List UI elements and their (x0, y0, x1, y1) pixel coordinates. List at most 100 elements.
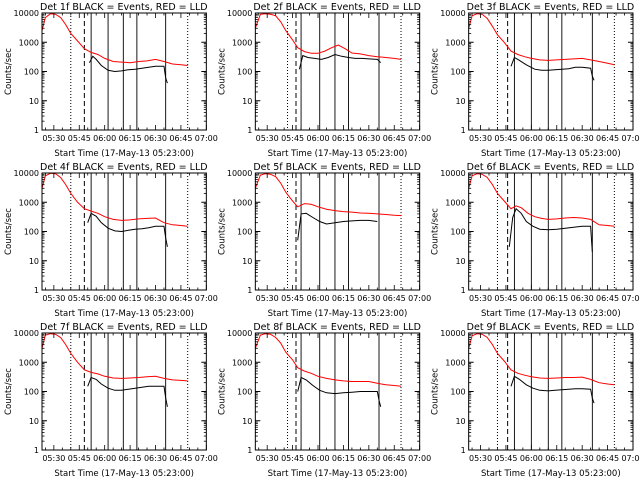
y-axis-title: Counts/sec (431, 368, 441, 415)
chart-panel: Det 7f BLACK = Events, RED = LLD Counts/s… (4, 322, 218, 479)
x-axis-title: Start Time (17-May-13 05:23:00) (268, 469, 408, 479)
x-tick-label: 05:45 (494, 454, 517, 463)
plot-area (255, 333, 402, 450)
plot-area (42, 173, 189, 290)
x-tick-label: 06:00 (93, 134, 116, 143)
y-tick-label: 100 (237, 388, 252, 397)
y-tick-label: 10000 (14, 329, 39, 338)
plot-area (255, 173, 402, 290)
series-line-lld (255, 333, 402, 387)
x-tick-label: 06:15 (332, 454, 355, 463)
x-tick-label: 05:45 (494, 134, 517, 143)
x-tick-label: 06:15 (119, 134, 142, 143)
y-axis-title: Counts/sec (217, 368, 227, 415)
series-line-lld (468, 173, 615, 227)
series-line-events (87, 212, 168, 247)
x-tick-label: 07:00 (621, 454, 640, 463)
y-tick-label: 1000 (19, 358, 39, 367)
chart-panel: Det 9f BLACK = Events, RED = LLD Counts/s… (431, 322, 640, 479)
y-tick-label: 1 (247, 286, 252, 295)
x-tick-label: 07:00 (408, 294, 431, 303)
x-tick-label: 06:00 (306, 294, 329, 303)
y-axis-title: Counts/sec (431, 48, 441, 95)
plot-area (468, 173, 615, 290)
panel-title: Det 8f BLACK = Events, RED = LLD (253, 322, 421, 333)
x-tick-label: 06:00 (520, 454, 543, 463)
x-tick-label: 05:30 (469, 294, 492, 303)
x-tick-label: 06:15 (545, 454, 568, 463)
y-tick-label: 1 (461, 126, 466, 135)
y-tick-label: 10000 (440, 329, 465, 338)
chart-panel: Det 3f BLACK = Events, RED = LLD Counts/s… (431, 2, 640, 159)
y-tick-label: 10 (455, 257, 465, 266)
series-line-lld (468, 13, 615, 66)
y-tick-label: 1000 (445, 198, 465, 207)
x-tick-label: 06:30 (571, 134, 594, 143)
series-line-events (297, 376, 382, 407)
series-line-lld (42, 333, 188, 382)
plot-frame (468, 172, 634, 291)
panel-title: Det 7f BLACK = Events, RED = LLD (40, 322, 208, 333)
x-tick-label: 07:00 (408, 134, 431, 143)
y-tick-label: 1 (461, 446, 466, 455)
x-tick-label: 06:15 (545, 134, 568, 143)
x-tick-label: 05:30 (469, 454, 492, 463)
series-line-lld (468, 333, 615, 386)
x-tick-label: 06:30 (357, 294, 380, 303)
x-tick-label: 05:45 (68, 454, 91, 463)
series-line-lld (255, 13, 402, 60)
x-tick-label: 05:30 (256, 294, 279, 303)
y-tick-label: 10 (29, 417, 39, 426)
x-tick-label: 06:30 (357, 454, 380, 463)
y-tick-label: 10 (455, 417, 465, 426)
plot-area (468, 13, 615, 130)
x-tick-label: 07:00 (621, 294, 640, 303)
plot-area (42, 333, 189, 450)
y-tick-label: 10 (29, 97, 39, 106)
plot-area (255, 13, 402, 130)
y-tick-label: 1000 (232, 358, 252, 367)
y-tick-label: 100 (450, 388, 465, 397)
x-tick-label: 06:00 (93, 454, 116, 463)
panel-title: Det 1f BLACK = Events, RED = LLD (40, 2, 208, 13)
y-tick-label: 1 (461, 286, 466, 295)
chart-panel: Det 2f BLACK = Events, RED = LLD Counts/s… (217, 2, 431, 159)
x-tick-label: 07:00 (621, 134, 640, 143)
x-tick-label: 06:15 (332, 294, 355, 303)
series-line-events (88, 55, 168, 84)
y-tick-label: 10000 (227, 169, 252, 178)
y-tick-label: 10000 (440, 9, 465, 18)
series-line-events (87, 376, 168, 407)
y-axis-title: Counts/sec (4, 48, 14, 95)
series-line-events (510, 56, 595, 81)
x-tick-label: 05:45 (68, 134, 91, 143)
x-tick-label: 05:30 (256, 134, 279, 143)
x-tick-label: 05:30 (469, 134, 492, 143)
y-tick-label: 10 (455, 97, 465, 106)
x-axis-title: Start Time (17-May-13 05:23:00) (268, 149, 408, 159)
y-tick-label: 100 (24, 388, 39, 397)
y-axis-title: Counts/sec (217, 48, 227, 95)
plot-frame (254, 12, 421, 131)
series-line-events (508, 207, 593, 252)
x-axis-title: Start Time (17-May-13 05:23:00) (54, 149, 194, 159)
y-tick-label: 10000 (227, 9, 252, 18)
x-tick-label: 06:30 (571, 294, 594, 303)
y-axis-title: Counts/sec (431, 208, 441, 255)
x-tick-label: 06:00 (306, 134, 329, 143)
y-tick-label: 100 (450, 68, 465, 77)
x-tick-label: 06:45 (596, 134, 619, 143)
plot-area (42, 13, 189, 130)
x-tick-label: 05:30 (42, 294, 65, 303)
x-axis-title: Start Time (17-May-13 05:23:00) (481, 309, 621, 319)
panel-title: Det 5f BLACK = Events, RED = LLD (253, 162, 421, 173)
x-tick-label: 05:45 (281, 134, 304, 143)
y-tick-label: 1 (34, 446, 39, 455)
series-line-lld (42, 173, 188, 227)
y-tick-label: 1 (34, 286, 39, 295)
x-tick-label: 06:00 (306, 454, 329, 463)
x-axis-title: Start Time (17-May-13 05:23:00) (481, 469, 621, 479)
plot-frame (468, 332, 634, 451)
x-tick-label: 06:15 (119, 294, 142, 303)
